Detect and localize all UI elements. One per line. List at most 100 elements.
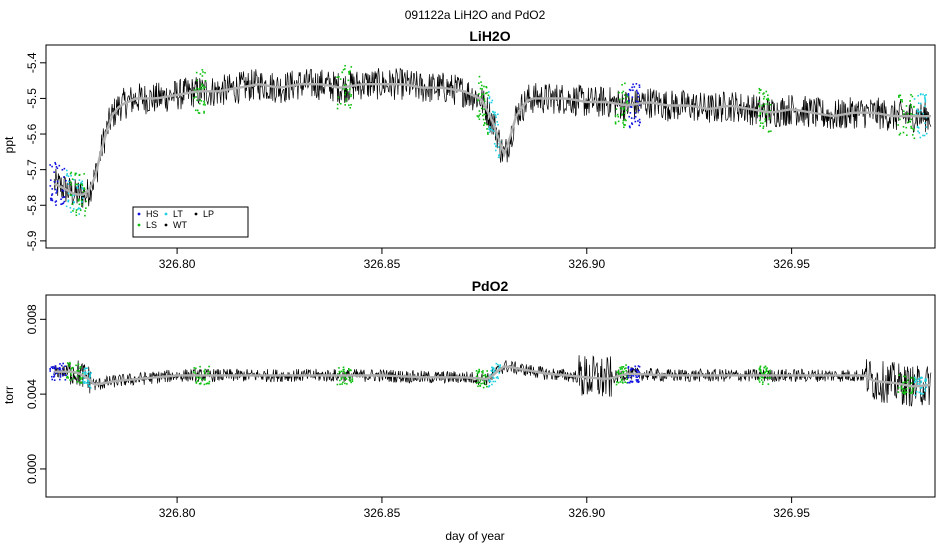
flag-point bbox=[624, 82, 626, 85]
flag-point bbox=[497, 363, 499, 366]
flag-point bbox=[760, 370, 762, 373]
flag-point bbox=[919, 102, 922, 105]
flag-point bbox=[70, 211, 72, 214]
flag-point bbox=[55, 204, 57, 206]
flag-point bbox=[196, 109, 199, 112]
flag-point bbox=[344, 84, 347, 87]
flag-point bbox=[768, 99, 770, 102]
flag-point bbox=[905, 126, 908, 129]
flag-point bbox=[204, 378, 206, 380]
flag-point bbox=[905, 105, 908, 107]
flag-segment-lt bbox=[913, 93, 928, 139]
data-trace bbox=[53, 67, 932, 208]
flag-point bbox=[910, 377, 913, 379]
flag-point bbox=[75, 172, 77, 175]
flag-point bbox=[78, 174, 81, 176]
flag-point bbox=[906, 112, 909, 115]
flag-point bbox=[632, 375, 635, 377]
flag-point bbox=[620, 379, 623, 381]
flag-point bbox=[68, 362, 71, 364]
flag-point bbox=[635, 100, 638, 102]
flag-point bbox=[905, 391, 908, 393]
flag-point bbox=[83, 368, 86, 370]
flag-point bbox=[481, 371, 483, 373]
flag-point bbox=[59, 374, 62, 376]
flag-point bbox=[56, 167, 59, 170]
flag-point bbox=[917, 110, 920, 113]
flag-point bbox=[348, 73, 351, 75]
flag-point bbox=[200, 83, 203, 86]
flag-segment-ls bbox=[897, 93, 916, 140]
flag-point bbox=[910, 118, 913, 121]
flag-point bbox=[478, 82, 480, 84]
flag-point bbox=[344, 68, 346, 70]
flag-point bbox=[79, 376, 82, 379]
flag-point bbox=[342, 366, 345, 369]
flag-point bbox=[483, 98, 486, 100]
flag-point bbox=[898, 133, 901, 136]
flag-point bbox=[484, 383, 487, 386]
flag-point bbox=[60, 203, 62, 206]
flag-point bbox=[625, 367, 627, 369]
flag-point bbox=[916, 110, 919, 113]
flag-point bbox=[920, 387, 922, 390]
flag-point bbox=[909, 387, 911, 389]
legend-marker bbox=[194, 212, 198, 216]
flag-point bbox=[490, 101, 493, 104]
flag-point bbox=[489, 374, 491, 376]
flag-point bbox=[73, 194, 75, 196]
flag-point bbox=[59, 368, 61, 370]
flag-point bbox=[486, 128, 488, 130]
flag-point bbox=[491, 367, 494, 370]
flag-point bbox=[479, 379, 482, 381]
flag-point bbox=[88, 384, 91, 387]
flag-point bbox=[770, 130, 772, 133]
smoothed-line bbox=[54, 365, 932, 388]
flag-point bbox=[482, 382, 484, 385]
flag-point bbox=[628, 99, 630, 102]
flag-point bbox=[625, 119, 627, 122]
flag-point bbox=[916, 108, 919, 111]
flag-point bbox=[49, 368, 52, 370]
flag-point bbox=[342, 87, 344, 90]
flag-point bbox=[338, 367, 340, 369]
flag-point bbox=[924, 122, 926, 124]
flag-point bbox=[758, 377, 761, 379]
flag-point bbox=[344, 93, 346, 96]
flag-point bbox=[614, 121, 617, 123]
flag-point bbox=[924, 99, 927, 101]
flag-point bbox=[631, 123, 634, 125]
legend-label: LT bbox=[173, 209, 183, 219]
flag-point bbox=[84, 367, 87, 370]
flag-point bbox=[67, 192, 70, 195]
flag-point bbox=[485, 86, 488, 89]
flag-point bbox=[490, 128, 493, 131]
flag-point bbox=[486, 370, 489, 372]
flag-point bbox=[479, 113, 482, 115]
flag-point bbox=[764, 118, 766, 120]
flag-point bbox=[344, 64, 346, 67]
flag-point bbox=[914, 378, 917, 381]
flag-segment-ls bbox=[758, 365, 772, 385]
flag-point bbox=[81, 180, 84, 183]
flag-point bbox=[621, 367, 623, 370]
flag-point bbox=[81, 376, 84, 379]
flag-point bbox=[478, 118, 481, 121]
flag-point bbox=[51, 199, 54, 202]
flag-point bbox=[623, 367, 626, 370]
flag-point bbox=[622, 372, 624, 375]
flag-point bbox=[906, 381, 908, 384]
flag-point bbox=[764, 120, 767, 123]
flag-point bbox=[339, 102, 342, 105]
flag-point bbox=[339, 379, 341, 382]
flag-point bbox=[626, 375, 629, 377]
flag-point bbox=[622, 370, 624, 373]
flag-point bbox=[342, 68, 345, 71]
flag-point bbox=[637, 100, 639, 103]
flag-point bbox=[759, 113, 762, 115]
flag-point bbox=[345, 100, 347, 103]
flag-point bbox=[61, 367, 64, 370]
flag-point bbox=[765, 113, 768, 116]
flag-point bbox=[898, 96, 900, 98]
flag-point bbox=[50, 375, 53, 378]
